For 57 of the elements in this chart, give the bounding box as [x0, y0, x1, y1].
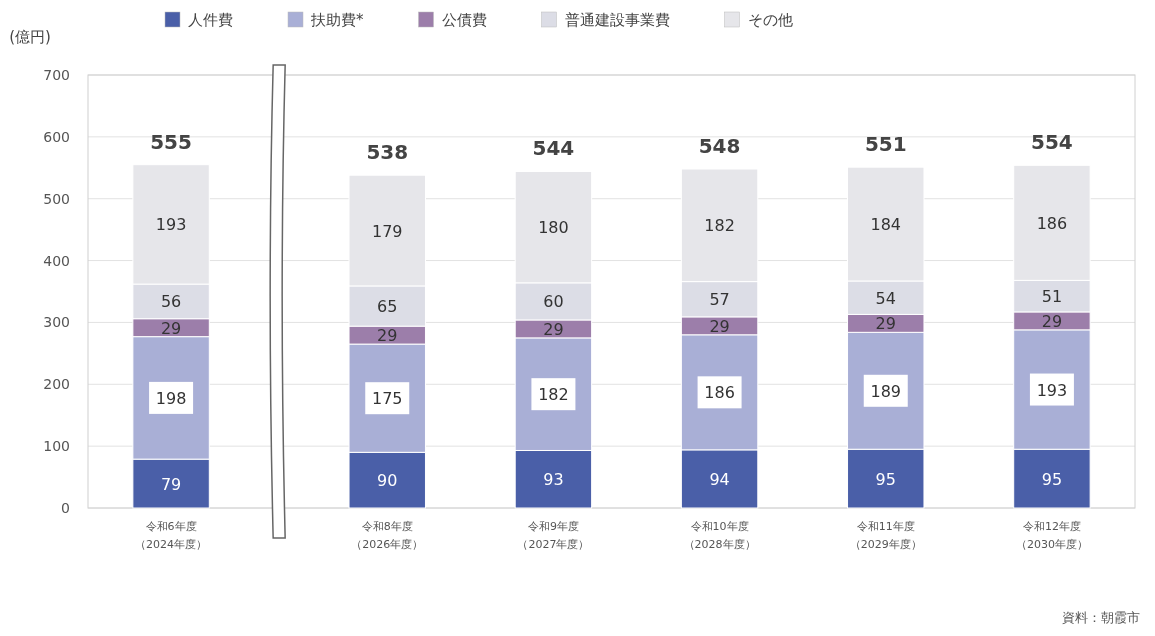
data-label: 182: [704, 216, 735, 236]
legend-label: 公債費: [441, 11, 487, 29]
data-label: 29: [709, 316, 730, 336]
x-tick-label: 令和12年度（2030年度）: [1015, 520, 1088, 551]
data-label: 193: [155, 215, 187, 235]
data-label: 189: [870, 381, 902, 401]
data-label: 95: [1041, 469, 1063, 489]
x-tick-label: 令和11年度（2029年度）: [849, 520, 922, 551]
y-tick-label: 400: [43, 252, 70, 269]
y-axis-title: (億円): [9, 28, 51, 46]
x-tick-label: 令和8年度（2026年度）: [351, 520, 424, 551]
total-label: 554: [1031, 130, 1073, 155]
legend-label: 扶助費*: [310, 11, 364, 29]
data-label: 182: [538, 385, 569, 405]
legend-label: 人件費: [188, 11, 233, 29]
data-label: 29: [543, 319, 564, 339]
total-label: 551: [864, 132, 907, 157]
data-label: 60: [543, 292, 564, 312]
data-label: 193: [1036, 380, 1068, 400]
data-label: 184: [870, 215, 902, 235]
data-label: 186: [704, 383, 735, 403]
y-tick-label: 0: [61, 500, 70, 516]
x-tick-label: 令和9年度（2027年度）: [517, 520, 590, 551]
data-label: 65: [377, 297, 398, 317]
legend-label: その他: [747, 11, 793, 29]
y-tick-label: 700: [43, 67, 70, 83]
data-label: 54: [875, 288, 896, 308]
data-label: 198: [155, 388, 187, 408]
y-tick-label: 500: [43, 190, 70, 207]
data-label: 90: [377, 471, 398, 491]
x-tick-label: 令和10年度（2028年度）: [683, 520, 756, 551]
data-label: 180: [538, 218, 569, 238]
data-label: 51: [1041, 287, 1063, 307]
y-tick-label: 200: [43, 376, 70, 393]
data-label: 175: [371, 389, 403, 409]
total-label: 544: [532, 136, 575, 161]
data-label: 57: [709, 290, 730, 310]
total-label: 538: [366, 140, 409, 165]
y-tick-label: 100: [43, 438, 70, 455]
data-label: 79: [160, 474, 182, 494]
data-label: 186: [1036, 213, 1068, 233]
total-label: 548: [698, 134, 741, 159]
data-label: 179: [371, 221, 403, 241]
data-label: 93: [543, 470, 564, 490]
legend-label: 普通建設事業費: [564, 11, 670, 29]
data-label: 29: [1041, 311, 1063, 331]
data-label: 29: [160, 318, 182, 338]
x-tick-label: 令和6年度（2024年度）: [135, 520, 208, 551]
text: 資料：朝霞市: [1062, 610, 1140, 625]
data-label: 29: [377, 326, 398, 346]
data-label: 56: [160, 292, 182, 312]
y-tick-label: 600: [43, 128, 70, 145]
total-label: 555: [150, 129, 192, 154]
data-label: 29: [875, 314, 896, 334]
data-label: 95: [875, 469, 896, 489]
data-label: 94: [709, 469, 730, 489]
y-tick-label: 300: [43, 314, 70, 331]
